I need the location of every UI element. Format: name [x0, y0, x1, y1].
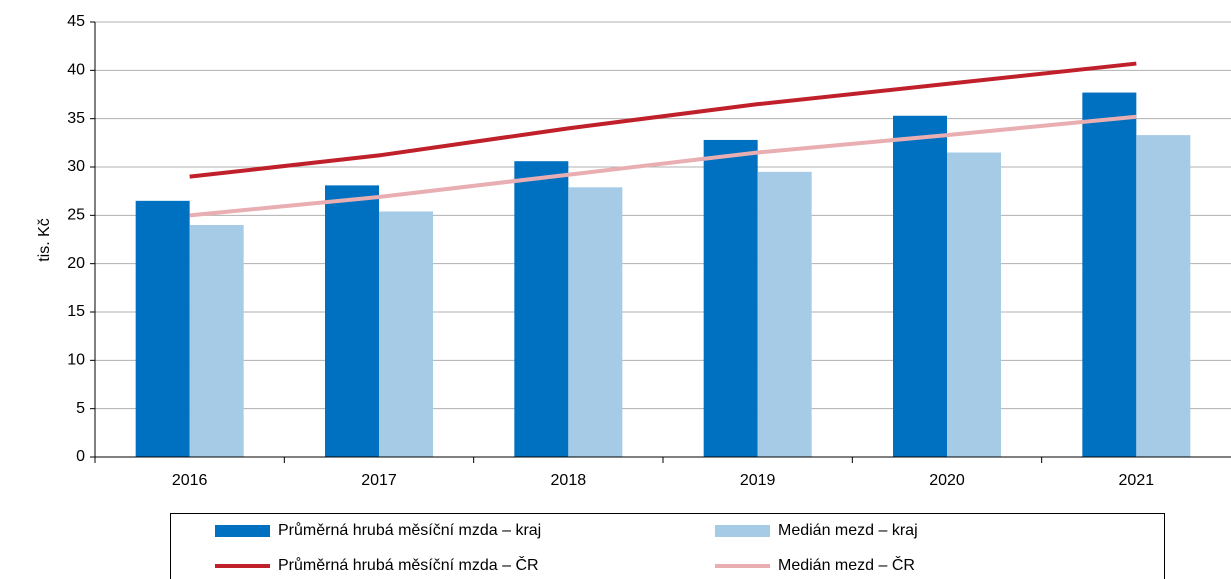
x-tick-label: 2019: [740, 472, 776, 489]
x-tick-label: 2020: [929, 472, 965, 489]
line: [189, 114, 1137, 218]
legend-label: Průměrná hrubá měsíční mzda – kraj: [278, 521, 541, 539]
y-tick-label: 15: [67, 303, 85, 320]
bar: [189, 225, 244, 457]
bar: [135, 200, 190, 458]
y-tick-label: 10: [67, 352, 85, 369]
legend-swatch: [215, 525, 270, 537]
y-axis-label: tis. Kč: [36, 218, 53, 262]
x-tick-label: 2017: [361, 472, 397, 489]
bar: [893, 115, 947, 458]
x-tick-label: 2016: [172, 472, 208, 489]
y-tick-label: 20: [67, 255, 85, 272]
legend-swatch: [715, 525, 770, 537]
y-tick-label: 5: [76, 400, 85, 417]
legend-label: Medián mezd – ČR: [778, 555, 915, 574]
y-tick-label: 35: [67, 110, 85, 127]
bar: [1136, 135, 1191, 457]
y-tick-label: 0: [76, 448, 85, 465]
x-tick-label: 2018: [551, 472, 587, 489]
x-tick-label: 2021: [1119, 472, 1155, 489]
y-tick-label: 40: [67, 62, 85, 79]
bar: [514, 161, 569, 457]
bar: [703, 139, 758, 457]
bar: [325, 185, 379, 457]
bar: [947, 152, 1001, 457]
legend-label: Průměrná hrubá měsíční mzda – ČR: [278, 555, 539, 574]
y-tick-label: 45: [67, 13, 85, 30]
legend-label: Medián mezd – kraj: [778, 522, 918, 539]
line: [189, 61, 1137, 179]
bar: [1082, 92, 1137, 458]
bar: [757, 171, 812, 458]
bar: [379, 211, 433, 457]
legend-box: [170, 513, 1165, 579]
bar: [568, 187, 623, 458]
y-tick-label: 30: [67, 158, 85, 175]
y-tick-label: 25: [67, 207, 85, 224]
